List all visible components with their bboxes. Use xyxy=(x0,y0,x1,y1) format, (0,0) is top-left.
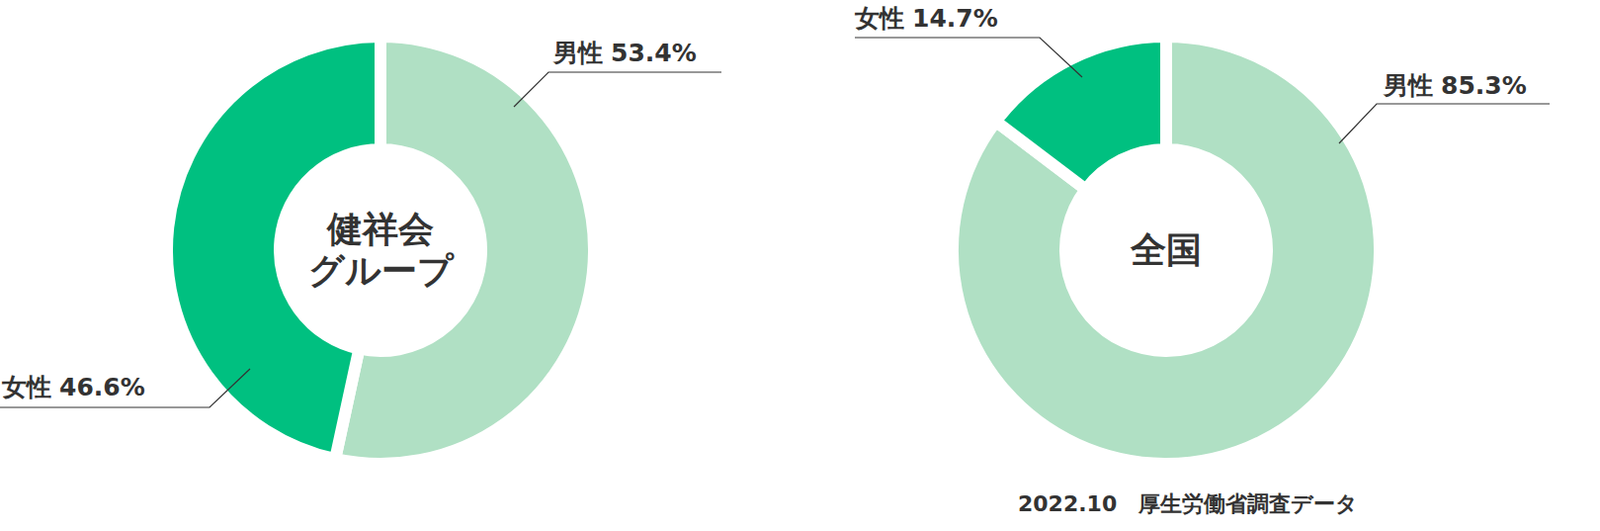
html-text:健祥会: 健祥会 xyxy=(327,208,434,250)
svg-text:女性14.7%: 女性14.7% xyxy=(853,3,999,33)
svg-text:男性85.3%: 男性85.3% xyxy=(1382,71,1527,100)
html-text:グループ: グループ xyxy=(307,250,454,291)
svg-text:男性53.4%: 男性53.4% xyxy=(552,38,697,68)
html-text:2022.10 厚生労働省調査データ: 2022.10 厚生労働省調査データ xyxy=(1017,491,1359,516)
html-text:全国: 全国 xyxy=(1130,229,1202,270)
svg-text:女性46.6%: 女性46.6% xyxy=(7,372,146,402)
